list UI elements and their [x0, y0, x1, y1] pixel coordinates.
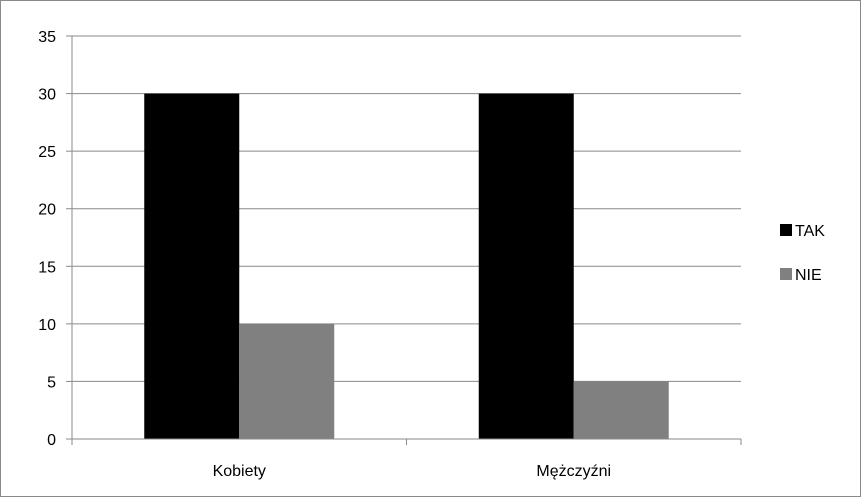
y-tick-label: 20: [38, 202, 56, 219]
legend-swatch-tak: [780, 224, 792, 236]
x-axis-category-labels: Kobiety Mężczyźni: [213, 463, 612, 480]
bars: [144, 93, 669, 440]
legend-label-tak: TAK: [795, 223, 825, 240]
bar-nie-2: [573, 381, 669, 439]
y-tick-label: 30: [38, 87, 56, 104]
x-category-label: Kobiety: [213, 463, 266, 480]
bar-tak-2: [478, 93, 574, 440]
bar-tak-1: [144, 93, 240, 440]
y-tick-label: 5: [47, 374, 56, 391]
y-tick-label: 35: [38, 29, 56, 46]
x-category-label: Mężczyźni: [536, 463, 611, 480]
y-tick-label: 0: [47, 432, 56, 449]
y-axis-tick-labels: 0 5 10 15 20 25 30 35: [38, 29, 56, 449]
bar-nie-1: [239, 323, 335, 439]
legend: TAK NIE: [780, 223, 825, 284]
y-tick-label: 25: [38, 144, 56, 161]
y-tick-label: 10: [38, 317, 56, 334]
legend-swatch-nie: [780, 268, 792, 280]
axes: [66, 35, 742, 445]
legend-label-nie: NIE: [795, 267, 822, 284]
y-tick-label: 15: [38, 259, 56, 276]
